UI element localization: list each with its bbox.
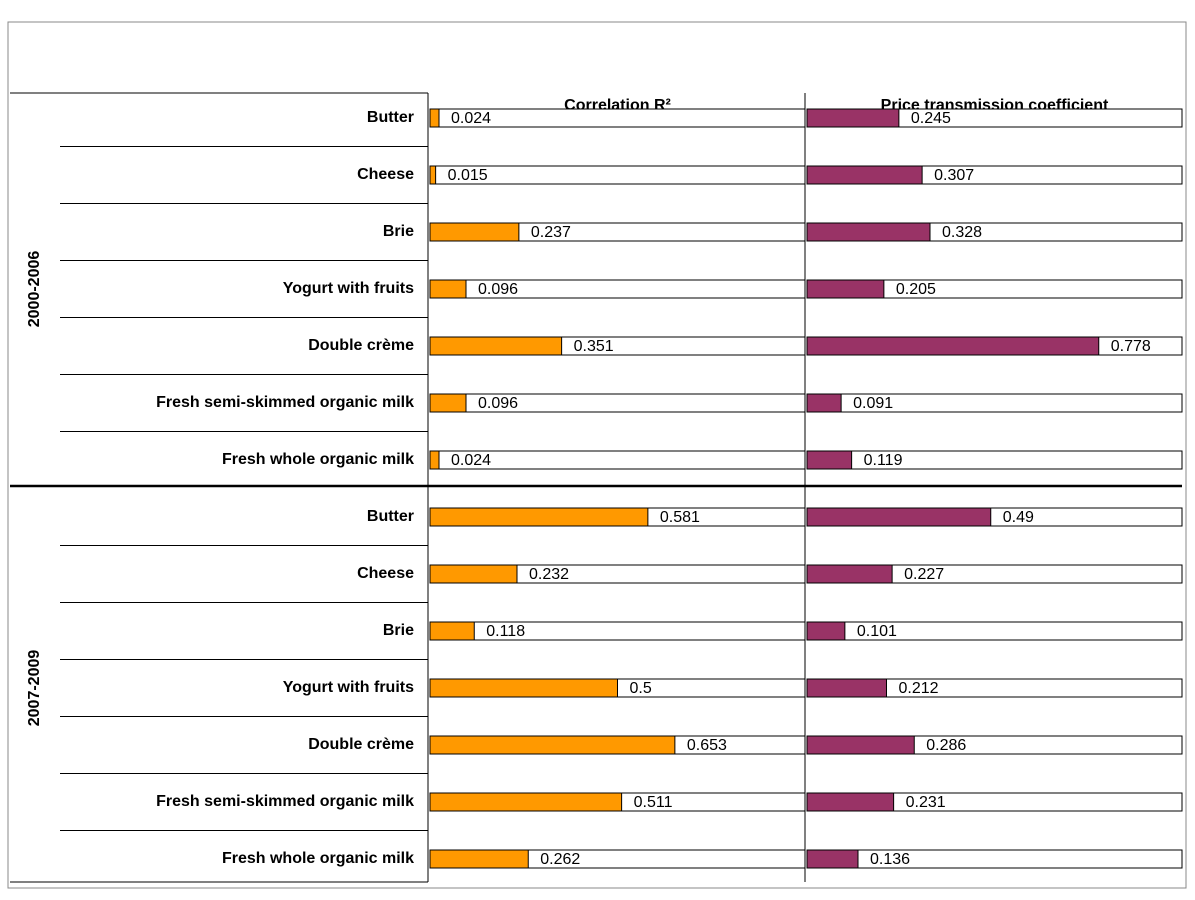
value-label: 0.351: [574, 338, 614, 355]
value-label: 0.778: [1111, 338, 1151, 355]
value-label: 0.024: [451, 452, 491, 469]
value-label: 0.118: [486, 623, 525, 640]
bar: [806, 735, 915, 755]
value-label: 0.653: [687, 737, 727, 754]
value-label: 0.237: [531, 224, 571, 241]
group-label: 2000-2006: [26, 251, 43, 328]
category-label: Double crème: [308, 736, 414, 753]
bar: [429, 108, 440, 128]
bar: [806, 393, 842, 413]
bar: [806, 222, 931, 242]
value-label: 0.232: [529, 566, 569, 583]
value-label: 0.096: [478, 281, 518, 298]
bar: [429, 849, 529, 869]
bar: [429, 621, 475, 641]
category-label: Cheese: [357, 166, 414, 183]
value-label: 0.49: [1003, 509, 1034, 526]
bar: [806, 336, 1100, 356]
bar: [806, 279, 885, 299]
bar: [806, 507, 992, 527]
bar: [806, 450, 853, 470]
bar: [429, 507, 649, 527]
bar: [429, 792, 623, 812]
value-label: 0.581: [660, 509, 700, 526]
value-label: 0.101: [857, 623, 897, 640]
value-label: 0.096: [478, 395, 518, 412]
value-label: 0.307: [934, 167, 974, 184]
bar: [429, 165, 437, 185]
category-label: Yogurt with fruits: [283, 679, 414, 696]
category-label: Fresh whole organic milk: [222, 850, 414, 867]
bar: [806, 165, 923, 185]
category-label: Fresh semi-skimmed organic milk: [156, 394, 414, 411]
value-label: 0.5: [630, 680, 652, 697]
bar: [806, 678, 887, 698]
category-label: Brie: [383, 223, 414, 240]
category-label: Butter: [367, 508, 414, 525]
bar: [806, 849, 859, 869]
bar: [429, 336, 563, 356]
bar: [429, 564, 518, 584]
value-label: 0.136: [870, 851, 910, 868]
bar: [429, 393, 467, 413]
category-label: Cheese: [357, 565, 414, 582]
value-label: 0.205: [896, 281, 936, 298]
bar: [806, 564, 893, 584]
bar: [429, 678, 618, 698]
category-label: Fresh whole organic milk: [222, 451, 414, 468]
bar: [429, 222, 520, 242]
bar: [806, 792, 895, 812]
value-label: 0.286: [926, 737, 966, 754]
category-label: Fresh semi-skimmed organic milk: [156, 793, 414, 810]
value-label: 0.328: [942, 224, 982, 241]
group-label: 2007-2009: [26, 650, 43, 727]
value-label: 0.091: [853, 395, 893, 412]
value-label: 0.119: [864, 452, 903, 469]
category-label: Brie: [383, 622, 414, 639]
category-label: Yogurt with fruits: [283, 280, 414, 297]
category-label: Butter: [367, 109, 414, 126]
value-label: 0.511: [634, 794, 673, 811]
category-label: Double crème: [308, 337, 414, 354]
value-label: 0.015: [448, 167, 488, 184]
value-label: 0.212: [899, 680, 939, 697]
bar: [806, 108, 900, 128]
bar: [429, 735, 676, 755]
value-label: 0.245: [911, 110, 951, 127]
value-label: 0.024: [451, 110, 491, 127]
value-label: 0.262: [540, 851, 580, 868]
bar: [429, 279, 467, 299]
value-label: 0.227: [904, 566, 944, 583]
bar-track: [806, 849, 1183, 869]
bar: [429, 450, 440, 470]
value-label: 0.231: [906, 794, 946, 811]
bar: [806, 621, 846, 641]
